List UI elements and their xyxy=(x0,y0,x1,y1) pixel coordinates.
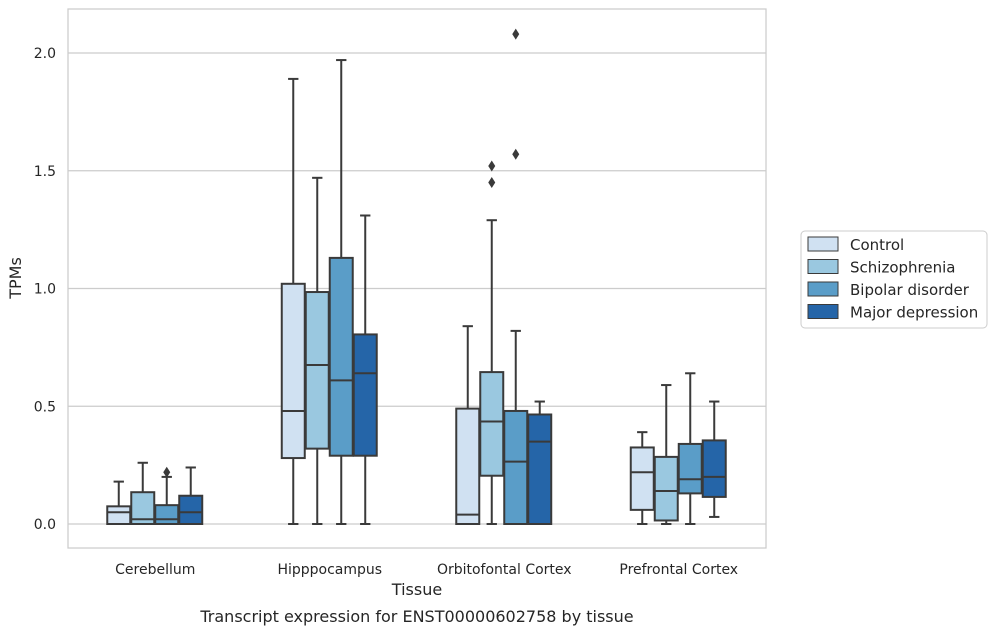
box-schizophrenia xyxy=(130,461,156,525)
x-axis-label: Tissue xyxy=(391,580,442,599)
y-tick-label: 0.0 xyxy=(34,517,56,533)
y-axis-label: TPMs xyxy=(6,257,25,300)
y-tick-label: 2.0 xyxy=(34,46,56,62)
legend-swatch xyxy=(807,281,839,297)
outlier-point xyxy=(163,466,171,478)
chart-caption: Transcript expression for ENST0000060275… xyxy=(199,607,633,626)
outlier-point xyxy=(488,177,496,189)
iqr-box xyxy=(280,282,306,460)
box-bipolar-disorder xyxy=(677,372,703,525)
box-control xyxy=(106,480,132,525)
legend-label: Bipolar disorder xyxy=(850,281,970,299)
x-tick-label: Prefrontal Cortex xyxy=(619,562,738,578)
legend: Control Schizophrenia Bipolar disorder Majo… xyxy=(800,230,988,329)
box-bipolar-disorder xyxy=(328,59,354,525)
box-major-depression xyxy=(701,400,727,518)
x-tick-label: Orbitofontal Cortex xyxy=(437,562,572,578)
iqr-box xyxy=(653,455,679,522)
box-control xyxy=(629,431,655,525)
box-bipolar-disorder xyxy=(503,28,529,525)
legend-frame xyxy=(800,230,988,329)
iqr-box xyxy=(352,333,378,457)
box-bipolar-disorder xyxy=(154,466,180,526)
box-major-depression xyxy=(352,214,378,525)
box-control xyxy=(280,77,306,525)
legend-label: Control xyxy=(850,236,904,254)
box-schizophrenia xyxy=(479,160,505,525)
outlier-point xyxy=(512,28,520,40)
y-tick-label: 0.5 xyxy=(34,399,56,415)
iqr-box xyxy=(328,256,354,457)
y-tick-label: 1.5 xyxy=(34,164,56,180)
x-tick-labels: Cerebellum Hipppocampus Orbitofontal Corte… xyxy=(115,562,738,578)
box-series xyxy=(106,28,727,526)
iqr-box xyxy=(701,439,727,498)
box-major-depression xyxy=(178,466,204,525)
legend-label: Major depression xyxy=(850,304,978,322)
box-major-depression xyxy=(527,400,553,525)
iqr-box xyxy=(455,407,481,526)
box-schizophrenia xyxy=(304,176,330,525)
legend-swatch xyxy=(807,236,839,252)
iqr-box xyxy=(178,494,204,525)
y-tick-labels: 0.0 0.5 1.0 1.5 2.0 xyxy=(34,46,56,533)
x-tick-label: Cerebellum xyxy=(115,562,195,578)
legend-label: Schizophrenia xyxy=(850,259,955,277)
legend-swatch xyxy=(807,259,839,274)
iqr-box xyxy=(677,442,703,495)
iqr-box xyxy=(106,505,132,525)
x-tick-label: Hipppocampus xyxy=(277,562,382,578)
iqr-box xyxy=(629,446,655,511)
legend-swatch xyxy=(807,304,839,319)
y-tick-label: 1.0 xyxy=(34,282,56,298)
y-grid-lines xyxy=(68,52,766,525)
iqr-box xyxy=(527,413,553,525)
iqr-box xyxy=(304,291,330,450)
iqr-box xyxy=(503,409,529,525)
iqr-box xyxy=(479,371,505,477)
box-control xyxy=(455,325,481,526)
outlier-point xyxy=(512,148,520,160)
outlier-point xyxy=(488,160,496,172)
plot-frame xyxy=(67,8,767,549)
iqr-box xyxy=(154,504,180,526)
box-schizophrenia xyxy=(653,384,679,525)
